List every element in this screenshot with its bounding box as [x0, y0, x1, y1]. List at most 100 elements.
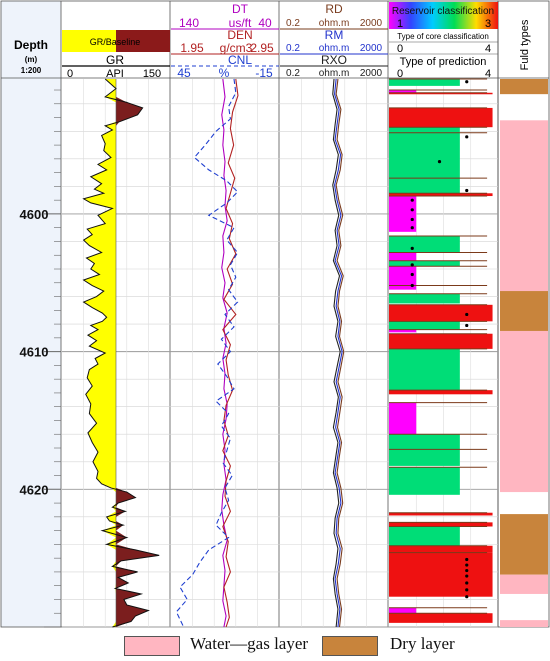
rxo-unit: ohm.m — [319, 68, 350, 79]
gr-curve — [82, 78, 160, 628]
prediction-bar — [389, 348, 460, 391]
core-point — [410, 198, 414, 202]
rd-name: RD — [325, 2, 343, 16]
legend-dry-label: Dry layer — [390, 634, 455, 653]
cnl-max: -15 — [255, 66, 273, 80]
reservoir-class-colorbar — [389, 2, 498, 29]
rd-unit: ohm.m — [319, 18, 350, 29]
gr-baseline-swatch-high — [116, 30, 170, 52]
prediction-bar — [389, 293, 460, 304]
den-min: 1.95 — [180, 41, 204, 55]
prediction-bar — [389, 252, 417, 261]
legend-water-gas-label: Water—gas layer — [190, 634, 309, 653]
prediction-bar — [389, 329, 417, 333]
rd-max: 2000 — [360, 18, 383, 29]
fluid-interval — [500, 514, 548, 575]
core-point — [410, 272, 414, 277]
prediction-bar — [389, 260, 460, 267]
legend-water-gas-swatch — [124, 636, 180, 656]
core-point — [465, 188, 469, 193]
core-point — [410, 208, 414, 212]
prediction-bar — [389, 512, 493, 516]
prediction-bar — [389, 266, 417, 286]
reservoir-class-max: 3 — [485, 18, 491, 30]
core-point — [465, 563, 469, 567]
dt-min: 140 — [179, 16, 199, 30]
core-point — [465, 557, 469, 562]
rxo-name: RXO — [321, 53, 347, 67]
core-min: 0 — [397, 43, 403, 55]
rxo-curve — [332, 78, 341, 628]
dt-max: 40 — [258, 16, 272, 30]
core-point — [437, 160, 442, 164]
core-point — [465, 568, 469, 573]
core-point — [465, 312, 469, 317]
den-max: 2.95 — [250, 41, 274, 55]
prediction-bar — [389, 92, 493, 95]
gr-unit: API — [106, 68, 124, 80]
prediction-bar — [389, 434, 460, 450]
prediction-bar — [389, 449, 460, 466]
depth-track-bg — [1, 1, 61, 627]
prediction-bar — [389, 321, 460, 330]
rxo-min: 0.2 — [286, 68, 300, 79]
cnl-curve — [175, 78, 239, 628]
prediction-bar — [389, 552, 493, 597]
prediction-bar — [389, 132, 460, 179]
depth-label: 4610 — [20, 345, 49, 360]
den-name: DEN — [227, 28, 252, 42]
prediction-bar — [389, 607, 417, 614]
prediction-bar — [389, 107, 493, 128]
core-point — [410, 246, 414, 250]
pred-max: 4 — [485, 68, 491, 80]
rm-curve — [334, 78, 343, 628]
reservoir-class-title: Reservoir classification — [392, 6, 494, 17]
den-curve — [222, 78, 239, 628]
rm-min: 0.2 — [286, 43, 300, 54]
fluid-interval — [500, 79, 548, 95]
prediction-bar — [389, 613, 493, 623]
fluid-interval — [500, 291, 548, 331]
cnl-name: CNL — [228, 53, 252, 67]
depth-title: Depth — [14, 38, 48, 52]
gr-fill-high — [116, 79, 160, 627]
prediction-bar — [389, 285, 417, 290]
core-class-title: Type of core classification — [397, 32, 489, 41]
porosity-header: DT 140 us/ft 40 DEN 1.95 g/cm3 2.95 CNL … — [171, 2, 279, 80]
legend: Water—gas layer Dry layer — [0, 632, 550, 658]
prediction-title: Type of prediction — [400, 56, 487, 68]
core-point — [410, 263, 414, 267]
depth-label: 4620 — [20, 482, 49, 497]
prediction-bar — [389, 545, 493, 553]
core-point — [465, 80, 469, 84]
prediction-bar — [389, 178, 460, 194]
rm-name: RM — [325, 28, 344, 42]
prediction-bar — [389, 235, 460, 253]
prediction-bar — [389, 402, 417, 435]
core-point — [465, 588, 469, 592]
gr-min: 0 — [67, 68, 73, 80]
core-point — [465, 323, 469, 328]
core-point — [465, 574, 469, 578]
prediction-bar — [389, 467, 460, 495]
core-point — [410, 283, 414, 288]
core-max: 4 — [485, 43, 491, 55]
cnl-unit: % — [219, 66, 230, 80]
reservoir-class-min: 1 — [397, 18, 403, 30]
prediction-bar — [389, 333, 493, 349]
rm-max: 2000 — [360, 43, 383, 54]
core-point — [465, 135, 469, 139]
prediction-bar — [389, 526, 460, 546]
depth-unit: (m) — [25, 55, 38, 64]
resistivity-header: RD 0.2 ohm.m 2000 RM 0.2 ohm.m 2000 RXO … — [280, 2, 388, 79]
prediction-bar — [389, 193, 493, 197]
fluid-interval — [500, 574, 548, 594]
prediction-bar — [389, 79, 460, 86]
cnl-min: 45 — [177, 66, 191, 80]
pred-min: 0 — [397, 68, 403, 80]
depth-scale: 1:200 — [21, 66, 42, 75]
depth-label: 4600 — [20, 207, 49, 222]
fluid-title: Fuld types — [519, 19, 531, 70]
prediction-bar — [389, 90, 417, 93]
gr-fill-low — [83, 79, 116, 627]
